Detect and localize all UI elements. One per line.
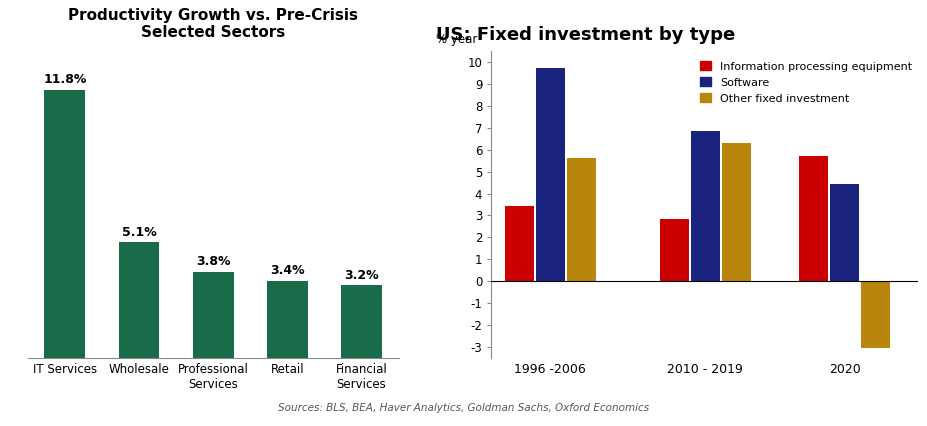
Text: 3.2%: 3.2% <box>344 269 379 282</box>
Text: US: Fixed investment by type: US: Fixed investment by type <box>436 26 735 44</box>
Bar <box>44 90 85 358</box>
Text: 3.4%: 3.4% <box>270 264 305 277</box>
Bar <box>722 143 751 281</box>
Text: 11.8%: 11.8% <box>44 73 86 86</box>
Bar <box>119 242 159 358</box>
Bar <box>799 156 828 281</box>
Bar <box>660 219 689 281</box>
Legend: Information processing equipment, Software, Other fixed investment: Information processing equipment, Softwa… <box>695 57 917 108</box>
Text: 3.8%: 3.8% <box>196 255 231 268</box>
Bar <box>505 206 534 281</box>
Bar <box>566 158 596 281</box>
Bar <box>267 281 308 358</box>
Bar <box>861 281 890 348</box>
Title: Productivity Growth vs. Pre-Crisis
Selected Sectors: Productivity Growth vs. Pre-Crisis Selec… <box>69 8 358 40</box>
Text: % year: % year <box>436 33 477 46</box>
Bar <box>193 271 234 358</box>
Text: 5.1%: 5.1% <box>121 225 157 239</box>
Bar <box>536 68 565 281</box>
Text: Sources: BLS, BEA, Haver Analytics, Goldman Sachs, Oxford Economics: Sources: BLS, BEA, Haver Analytics, Gold… <box>278 403 649 413</box>
Bar <box>341 285 382 358</box>
Bar <box>691 131 719 281</box>
Bar <box>831 184 859 281</box>
